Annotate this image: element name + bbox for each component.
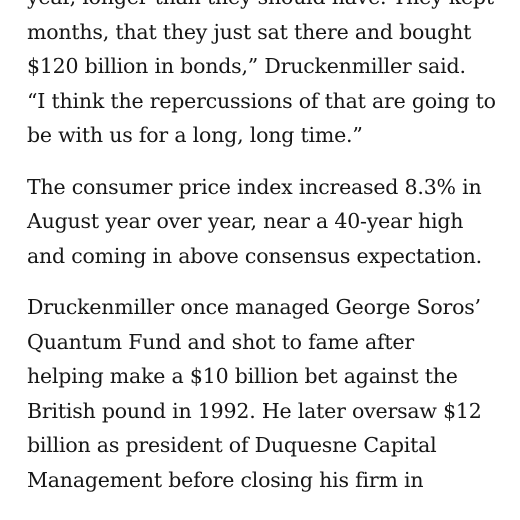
text-line: British pound in 1992. He later oversaw … — [27, 398, 482, 423]
text-line: months, that they just sat there and bou… — [27, 19, 472, 44]
text-line: Druckenmiller once managed George Soros’ — [27, 295, 481, 319]
text-line: and coming in above consensus expectatio… — [27, 243, 482, 268]
article-body: year, longer than they should have. They… — [27, 0, 507, 497]
text-line: $120 billion in bonds,” Druckenmiller sa… — [27, 54, 466, 78]
text-line: “I think the repercussions of that are g… — [27, 88, 496, 113]
text-line: helping make a $10 billion bet against t… — [27, 364, 458, 388]
text-line: The consumer price index increased 8.3% … — [27, 174, 482, 199]
paragraph-consumer-price-index: The consumer price index increased 8.3% … — [27, 170, 507, 274]
text-line: billion as president of Duquesne Capital — [27, 433, 437, 457]
paragraph-druckenmiller-background: Druckenmiller once managed George Soros’… — [27, 290, 507, 497]
text-line: Quantum Fund and shot to fame after — [27, 329, 414, 354]
paragraph-druckenmiller-quote: year, longer than they should have. They… — [27, 0, 507, 153]
text-line: year, longer than they should have. They… — [27, 0, 507, 15]
text-line: August year over year, near a 40-year hi… — [27, 209, 464, 233]
text-line: Management before closing his firm in — [27, 467, 424, 492]
text-line: be with us for a long, long time.” — [27, 123, 363, 147]
